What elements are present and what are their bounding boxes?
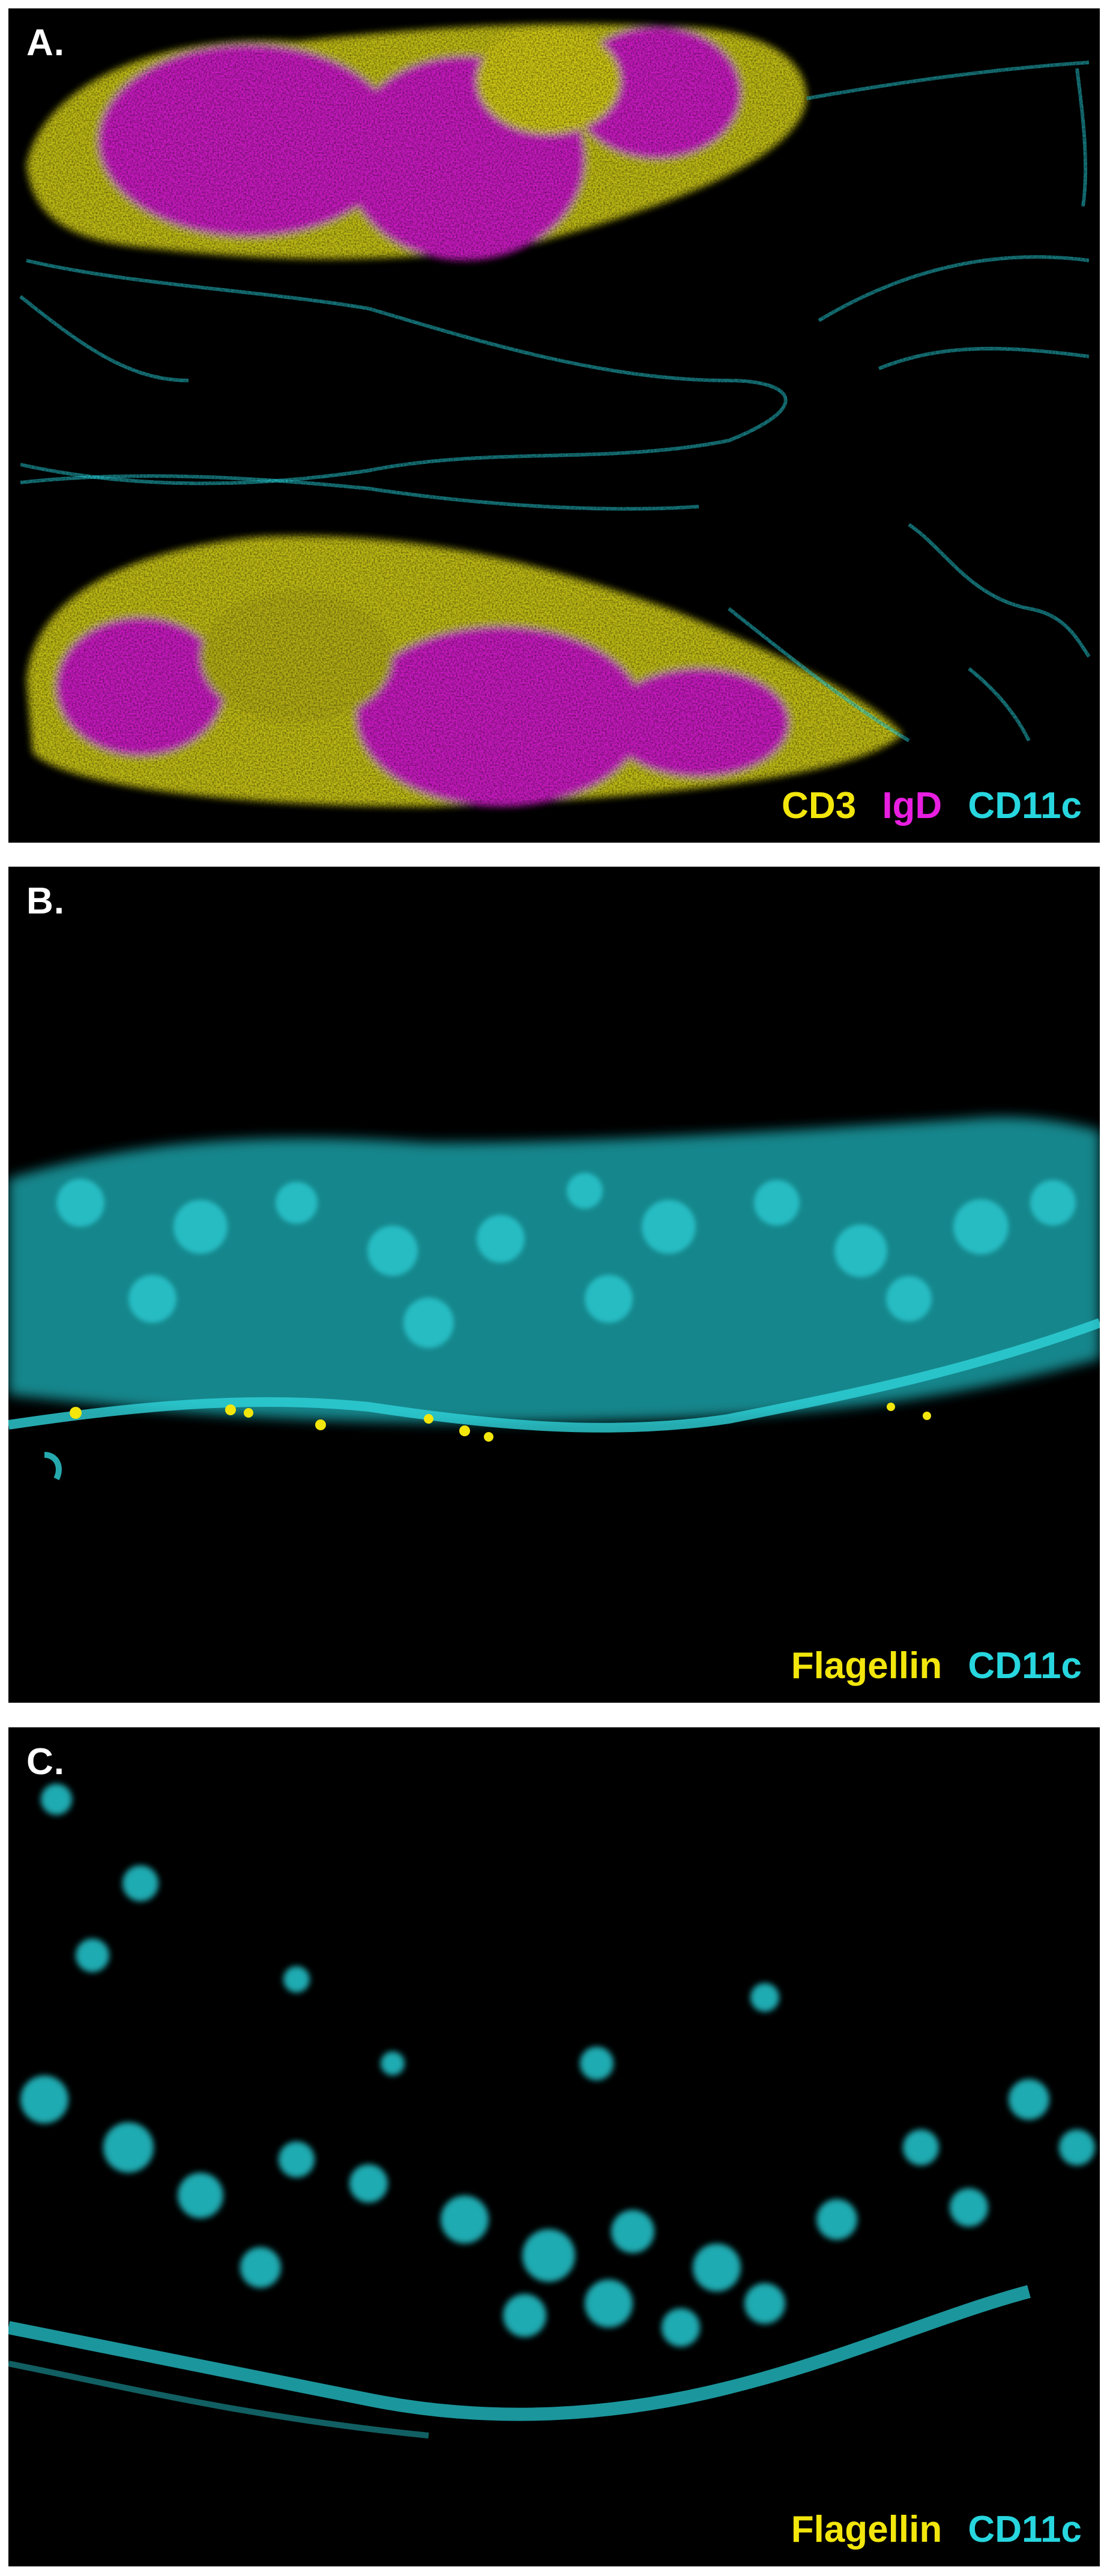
epithelium-image [8, 1784, 1095, 2439]
panel-b-micrograph: B. Flagellin CD11c [8, 867, 1100, 1703]
legend-cd11c: CD11c [968, 2509, 1082, 2550]
legend-cd11c: CD11c [968, 785, 1082, 826]
panel-c-legend: Flagellin CD11c [776, 2508, 1082, 2551]
legend-cd3: CD3 [782, 785, 857, 826]
legend-flagellin: Flagellin [791, 1645, 943, 1687]
panel-a-label: A. [26, 22, 65, 64]
lymphoid-tissue-image [8, 8, 1100, 843]
legend-cd11c: CD11c [968, 1645, 1082, 1687]
panel-a-legend: CD3 IgD CD11c [766, 784, 1082, 827]
legend-igd: IgD [882, 785, 943, 826]
legend-flagellin: Flagellin [791, 2509, 943, 2550]
panel-b-legend: Flagellin CD11c [776, 1645, 1082, 1687]
panel-b-label: B. [26, 880, 65, 922]
panel-a-micrograph: A. CD3 IgD CD11c [8, 8, 1100, 843]
panel-c-micrograph: C. Flagellin CD11c [8, 1727, 1100, 2566]
epithelium-image [8, 1117, 1100, 1481]
panel-c-label: C. [26, 1741, 65, 1783]
